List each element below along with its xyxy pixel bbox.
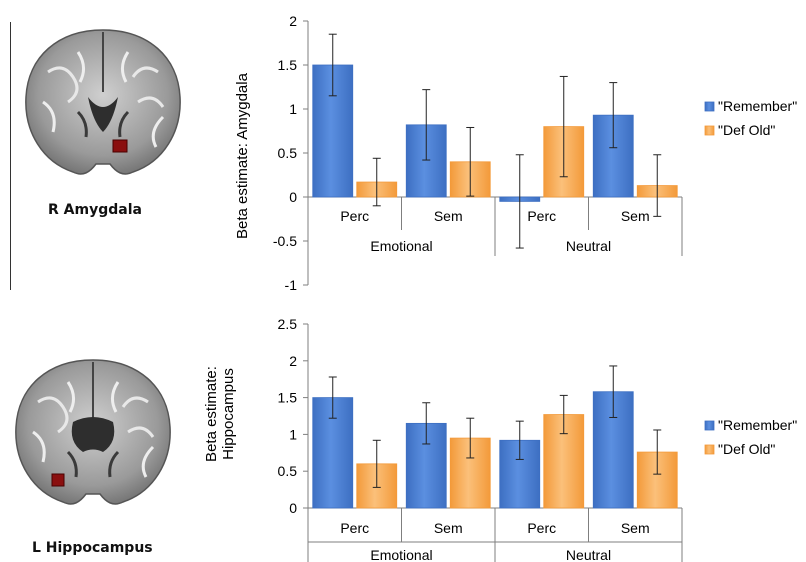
group-label: Emotional xyxy=(370,547,432,562)
brain-image-amygdala xyxy=(25,29,181,175)
legend-label-remember: "Remember" xyxy=(718,417,797,433)
y-tick-label: 1 xyxy=(289,426,297,442)
category-label: Perc xyxy=(340,520,369,536)
category-label: Sem xyxy=(621,208,650,224)
legend-swatch-def-old xyxy=(704,444,715,455)
legend-swatch-remember xyxy=(704,420,715,431)
category-label: Sem xyxy=(621,520,650,536)
y-tick-label: 2.5 xyxy=(278,316,298,332)
panel-divider xyxy=(10,22,11,290)
amygdala-panel: R Amygdala -1 -0.5 0 0.5 1 1.5 2 Beta estimate:… xyxy=(10,13,797,293)
amygdala-highlight xyxy=(112,139,128,153)
hippocampus-panel: L Hippocampus 0 0.5 1 1.5 2 2.5 Beta estimate:… xyxy=(0,300,806,562)
y-tick-label: -0.5 xyxy=(273,233,297,249)
y-tick-label: 0.5 xyxy=(278,463,298,479)
legend-label-def-old: "Def Old" xyxy=(718,122,775,138)
category-label: Sem xyxy=(434,520,463,536)
hippocampus-chart: 0 0.5 1 1.5 2 2.5 Beta estimate:Hippocampus Per… xyxy=(203,316,797,562)
hippocampus-highlight xyxy=(51,473,65,487)
group-label: Emotional xyxy=(370,238,432,254)
y-tick-label: 1 xyxy=(289,101,297,117)
legend-swatch-def-old xyxy=(704,125,715,136)
y-tick-label: 2 xyxy=(289,353,297,369)
y-tick-label: 1.5 xyxy=(278,57,298,73)
brain-image-hippocampus xyxy=(15,359,171,505)
y-axis-label: Beta estimate:Hippocampus xyxy=(203,366,237,462)
y-axis-label: Beta estimate: Amygdala xyxy=(234,72,251,239)
category-label: Sem xyxy=(434,208,463,224)
amygdala-chart: -1 -0.5 0 0.5 1 1.5 2 Beta estimate: Amygdala Pe… xyxy=(234,13,797,293)
legend-label-remember: "Remember" xyxy=(718,98,797,114)
y-tick-label: 2 xyxy=(289,13,297,29)
y-tick-label: 0 xyxy=(289,500,297,516)
y-tick-label: -1 xyxy=(285,277,298,293)
y-axis-label-line: Hippocampus xyxy=(220,368,237,460)
category-label: Perc xyxy=(340,208,369,224)
brain-label-amygdala: R Amygdala xyxy=(48,202,142,218)
legend-swatch-remember xyxy=(704,101,715,112)
y-axis-label-line: Beta estimate: xyxy=(203,366,220,462)
y-tick-label: 1.5 xyxy=(278,390,298,406)
bar-remember xyxy=(405,124,447,198)
group-label: Neutral xyxy=(566,547,611,562)
category-label: Perc xyxy=(527,520,556,536)
group-label: Neutral xyxy=(566,238,611,254)
y-tick-label: 0.5 xyxy=(278,145,298,161)
legend-label-def-old: "Def Old" xyxy=(718,441,775,457)
brain-label-hippocampus: L Hippocampus xyxy=(32,540,153,556)
y-tick-label: 0 xyxy=(289,189,297,205)
category-label: Perc xyxy=(527,208,556,224)
